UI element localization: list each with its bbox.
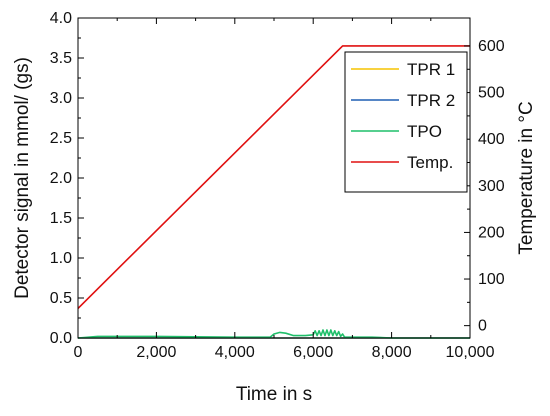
y-axis-right: 0 100 200 300 400 500 600	[464, 38, 505, 335]
y-right-tick-label: 500	[478, 85, 505, 102]
x-tick-label: 8,000	[372, 344, 412, 361]
y-axis-left: 0.0 0.5 1.0 1.5 2.0 2.5 3.0 3.5 4.0	[50, 10, 84, 347]
y-left-tick-label: 2.5	[50, 130, 72, 147]
y-axis-left-title: Detector signal in mmol/ (gs)	[12, 57, 33, 299]
legend-box	[344, 51, 468, 193]
y-right-tick-label: 100	[478, 271, 505, 288]
legend-label-tpo: TPO	[407, 122, 442, 141]
y-axis-right-title: Temperature in °C	[516, 101, 537, 254]
y-right-tick-label: 300	[478, 178, 505, 195]
y-left-tick-label: 4.0	[50, 10, 72, 27]
y-left-tick-label: 0.0	[50, 330, 72, 347]
y-left-tick-label: 1.0	[50, 250, 72, 267]
x-tick-label: 6,000	[293, 344, 333, 361]
y-right-tick-label: 400	[478, 131, 505, 148]
y-right-tick-label: 0	[478, 318, 487, 335]
series-line-tpo	[77, 329, 470, 339]
y-right-tick-label: 200	[478, 224, 505, 241]
legend-label-temp: Temp.	[407, 153, 453, 172]
y-left-tick-label: 1.5	[50, 210, 72, 227]
y-left-tick-label: 2.0	[50, 170, 72, 187]
series-line-temp	[77, 45, 470, 309]
y-right-tick-label: 600	[478, 38, 505, 55]
legend-label-tpr-1: TPR 1	[407, 60, 455, 79]
x-tick-label: 4,000	[215, 344, 255, 361]
x-tick-label: 0	[74, 344, 83, 361]
x-tick-label: 10,000	[446, 344, 495, 361]
x-axis: 0 2,000 4,000 6,000 8,000 10,000	[74, 18, 495, 361]
legend-label-tpr-2: TPR 2	[407, 91, 455, 110]
y-left-tick-label: 3.0	[50, 90, 72, 107]
y-left-tick-label: 0.5	[50, 290, 72, 307]
x-axis-title: Time in s	[236, 384, 312, 405]
x-tick-label: 2,000	[136, 344, 176, 361]
legend: TPR 1 TPR 2 TPO Temp.	[344, 51, 468, 193]
y-left-tick-label: 3.5	[50, 50, 72, 67]
